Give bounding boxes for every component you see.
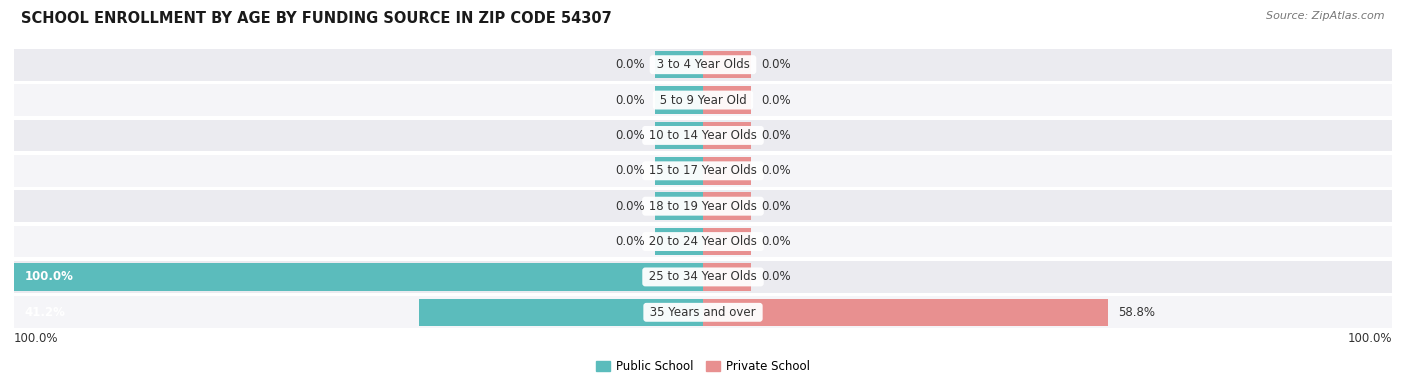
Bar — [703, 122, 751, 149]
Text: 10 to 14 Year Olds: 10 to 14 Year Olds — [645, 129, 761, 142]
Bar — [703, 157, 751, 185]
Text: 0.0%: 0.0% — [762, 129, 792, 142]
Text: 20 to 24 Year Olds: 20 to 24 Year Olds — [645, 235, 761, 248]
Bar — [14, 296, 1392, 328]
Text: 0.0%: 0.0% — [614, 164, 644, 177]
Bar — [14, 226, 1392, 257]
Text: 0.0%: 0.0% — [762, 200, 792, 213]
Text: 0.0%: 0.0% — [762, 93, 792, 107]
Text: 0.0%: 0.0% — [762, 270, 792, 284]
Bar — [703, 263, 751, 291]
Bar — [703, 299, 1108, 326]
Bar — [655, 122, 703, 149]
Bar — [14, 49, 1392, 81]
Bar — [419, 299, 703, 326]
Bar — [703, 228, 751, 255]
Text: 58.8%: 58.8% — [1118, 306, 1156, 319]
Text: 0.0%: 0.0% — [614, 93, 644, 107]
Text: 0.0%: 0.0% — [762, 58, 792, 71]
Bar — [703, 192, 751, 220]
Text: 35 Years and over: 35 Years and over — [647, 306, 759, 319]
Text: Source: ZipAtlas.com: Source: ZipAtlas.com — [1267, 11, 1385, 21]
Bar — [14, 155, 1392, 187]
Text: 0.0%: 0.0% — [762, 235, 792, 248]
Text: 0.0%: 0.0% — [614, 200, 644, 213]
Bar — [703, 51, 751, 78]
Text: 3 to 4 Year Olds: 3 to 4 Year Olds — [652, 58, 754, 71]
Legend: Public School, Private School: Public School, Private School — [592, 355, 814, 377]
Text: 0.0%: 0.0% — [762, 164, 792, 177]
Text: 25 to 34 Year Olds: 25 to 34 Year Olds — [645, 270, 761, 284]
Bar — [703, 86, 751, 114]
Bar — [14, 261, 1392, 293]
Bar — [655, 86, 703, 114]
Text: 0.0%: 0.0% — [614, 235, 644, 248]
Bar — [655, 51, 703, 78]
Bar — [14, 120, 1392, 151]
Text: 5 to 9 Year Old: 5 to 9 Year Old — [655, 93, 751, 107]
Text: 100.0%: 100.0% — [14, 332, 59, 345]
Text: SCHOOL ENROLLMENT BY AGE BY FUNDING SOURCE IN ZIP CODE 54307: SCHOOL ENROLLMENT BY AGE BY FUNDING SOUR… — [21, 11, 612, 26]
Bar — [655, 192, 703, 220]
Bar — [14, 190, 1392, 222]
Bar — [14, 84, 1392, 116]
Text: 15 to 17 Year Olds: 15 to 17 Year Olds — [645, 164, 761, 177]
Text: 0.0%: 0.0% — [614, 58, 644, 71]
Bar — [655, 228, 703, 255]
Text: 0.0%: 0.0% — [614, 129, 644, 142]
Text: 41.2%: 41.2% — [24, 306, 65, 319]
Text: 100.0%: 100.0% — [24, 270, 73, 284]
Bar — [14, 263, 703, 291]
Bar — [655, 157, 703, 185]
Text: 100.0%: 100.0% — [1347, 332, 1392, 345]
Text: 18 to 19 Year Olds: 18 to 19 Year Olds — [645, 200, 761, 213]
